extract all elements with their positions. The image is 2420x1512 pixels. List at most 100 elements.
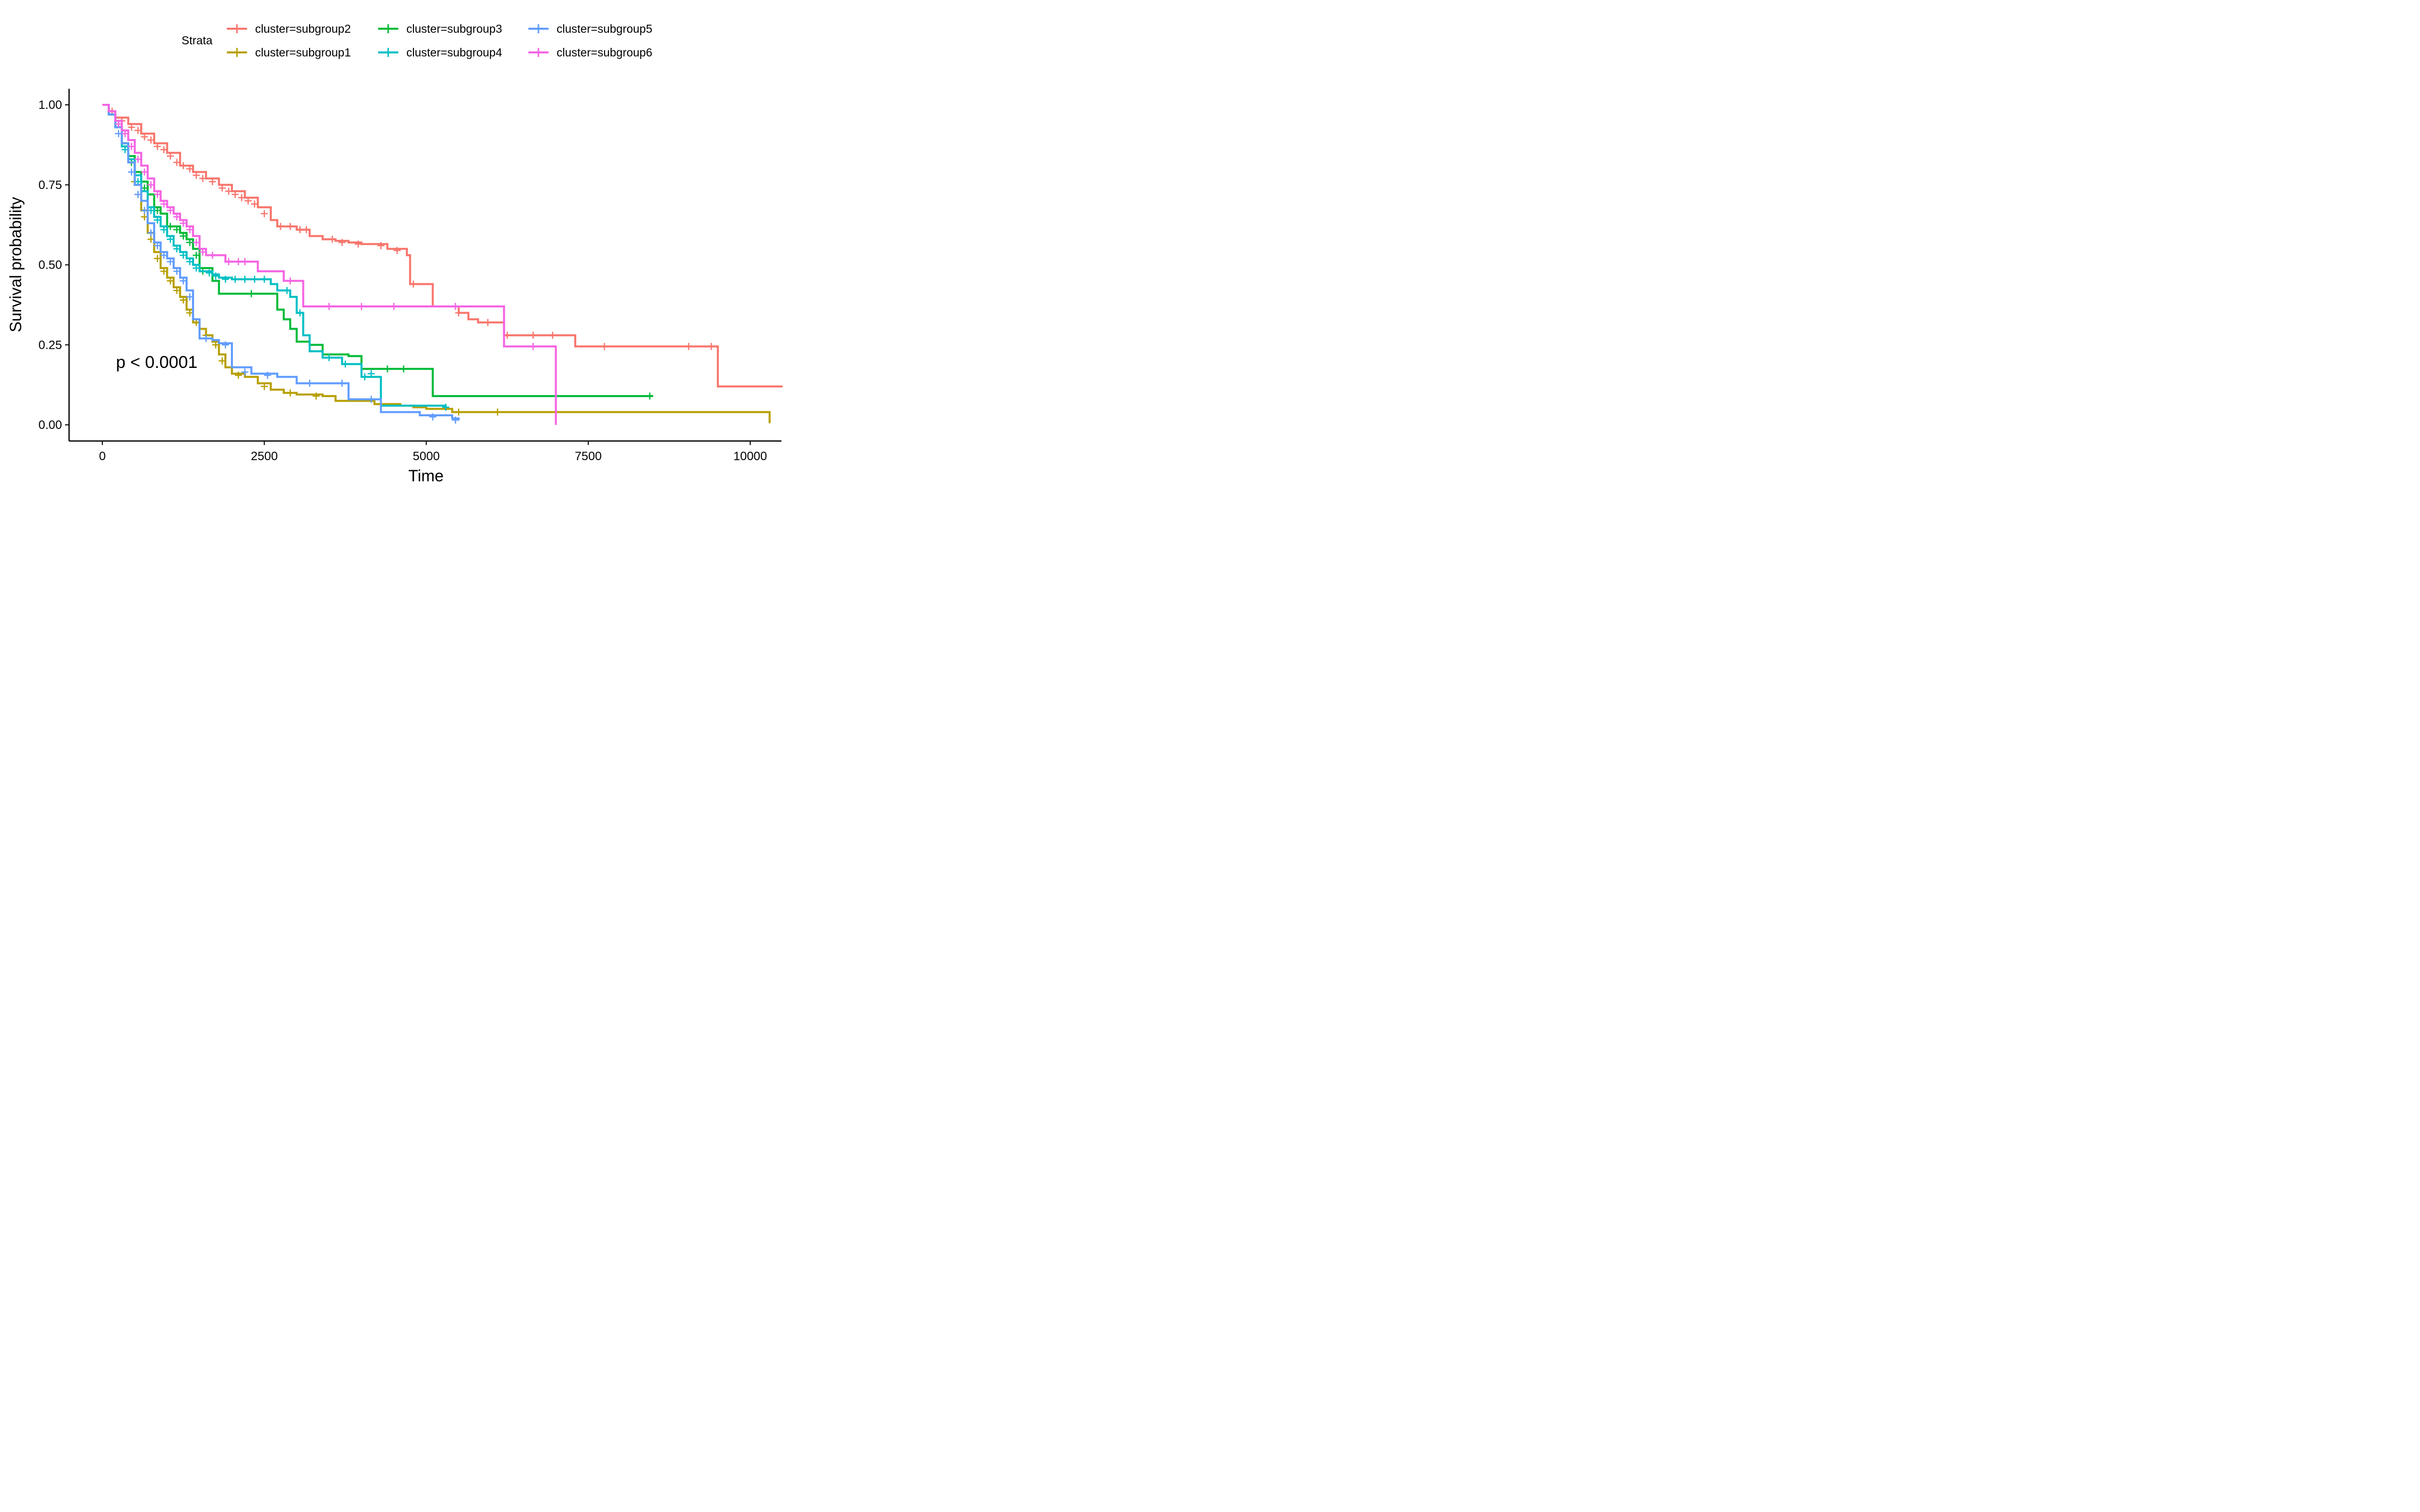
censor-mark-subgroup4 <box>206 269 213 277</box>
censor-mark-subgroup4 <box>212 272 219 280</box>
legend-item-subgroup6: cluster=subgroup6 <box>528 46 652 59</box>
censor-mark-subgroup5 <box>173 268 180 275</box>
censor-mark-subgroup4 <box>341 360 349 368</box>
censor-mark-subgroup6 <box>390 303 398 310</box>
censor-mark-subgroup1 <box>160 268 168 275</box>
censor-mark-subgroup5 <box>241 368 249 376</box>
censor-mark-subgroup5 <box>338 380 346 387</box>
censor-mark-subgroup5 <box>368 396 375 403</box>
censor-mark-subgroup2 <box>209 178 216 185</box>
censor-mark-subgroup4 <box>154 216 161 224</box>
legend-item-subgroup2: cluster=subgroup2 <box>227 22 351 35</box>
curve-subgroup5 <box>102 104 460 420</box>
censor-mark-subgroup2 <box>286 223 294 230</box>
censor-mark-subgroup2 <box>238 194 246 202</box>
censor-mark-subgroup4 <box>368 370 375 377</box>
censor-mark-subgroup5 <box>154 242 161 249</box>
censor-mark-subgroup6 <box>529 343 537 350</box>
censor-mark-subgroup2 <box>160 146 168 153</box>
censor-mark-subgroup5 <box>141 207 148 214</box>
legend-label: cluster=subgroup4 <box>406 46 502 59</box>
x-axis-title: Time <box>408 467 444 485</box>
censor-mark-subgroup3 <box>193 251 200 259</box>
censor-mark-subgroup1 <box>154 255 161 262</box>
censor-mark-subgroup2 <box>393 246 401 254</box>
censor-mark-subgroup2 <box>329 235 336 243</box>
censor-mark-subgroup5 <box>134 191 142 198</box>
legend-label: cluster=subgroup6 <box>557 46 652 59</box>
censor-mark-subgroup4 <box>222 276 229 283</box>
y-axis-title: Survival probability <box>7 197 25 333</box>
censor-mark-subgroup5 <box>222 341 229 349</box>
censor-mark-subgroup4 <box>296 309 304 317</box>
censor-mark-subgroup2 <box>707 343 715 350</box>
censor-mark-subgroup1 <box>218 357 226 364</box>
legend-item-subgroup5: cluster=subgroup5 <box>528 22 652 35</box>
censor-mark-subgroup4 <box>173 245 180 253</box>
censor-mark-subgroup5 <box>128 168 135 176</box>
x-tick-label: 2500 <box>251 450 278 463</box>
y-tick-label: 0.00 <box>38 418 62 432</box>
censor-mark-subgroup3 <box>646 392 653 400</box>
survival-curves <box>102 104 783 425</box>
censor-mark-subgroup6 <box>452 303 459 310</box>
y-tick-label: 1.00 <box>38 98 62 112</box>
censor-mark-subgroup2 <box>154 143 161 150</box>
censor-mark-subgroup3 <box>384 365 391 372</box>
axes: 0 2500 5000 7500 10000 0.00 0.25 0.50 0.75 1.00 <box>38 89 781 463</box>
censor-mark-subgroup1 <box>494 408 501 416</box>
y-tick-label: 0.50 <box>38 259 62 272</box>
censor-mark-subgroup6 <box>166 207 174 214</box>
censor-mark-subgroup1 <box>166 277 174 285</box>
censor-mark-subgroup6 <box>121 130 129 138</box>
x-tick-label: 0 <box>99 450 105 463</box>
censor-mark-subgroup2 <box>179 162 187 169</box>
p-value-annotation: p < 0.0001 <box>116 353 198 372</box>
censor-mark-subgroup5 <box>452 416 459 424</box>
legend-label: cluster=subgroup1 <box>255 46 351 59</box>
legend-label: cluster=subgroup2 <box>255 22 351 35</box>
censor-mark-subgroup2 <box>338 239 346 246</box>
censor-mark-subgroup6 <box>179 219 187 227</box>
censor-mark-subgroup6 <box>241 258 249 266</box>
censor-mark-subgroup6 <box>173 213 180 221</box>
censor-mark-subgroup2 <box>302 226 310 233</box>
censor-mark-subgroup4 <box>325 354 333 361</box>
y-tick-label: 0.25 <box>38 338 62 352</box>
curve-subgroup2 <box>102 104 783 388</box>
censor-mark-subgroup2 <box>484 319 492 326</box>
censor-mark-subgroup1 <box>234 371 242 379</box>
censor-mark-subgroup6 <box>286 277 294 285</box>
censor-mark-subgroup4 <box>179 251 187 259</box>
censor-mark-subgroup2 <box>186 165 194 172</box>
censor-mark-subgroup2 <box>134 127 142 134</box>
censor-mark-subgroup2 <box>354 240 362 248</box>
censor-mark-subgroup5 <box>115 130 123 138</box>
censor-mark-subgroup2 <box>251 200 258 208</box>
censor-mark-subgroup2 <box>199 175 207 182</box>
censor-mark-subgroup1 <box>286 389 294 397</box>
censor-mark-subgroup6 <box>193 239 200 246</box>
censor-mark-subgroup6 <box>134 155 142 163</box>
censor-mark-subgroup4 <box>186 258 194 266</box>
censor-mark-subgroup2 <box>685 343 692 350</box>
censor-mark-subgroup6 <box>128 143 135 150</box>
censor-mark-subgroup4 <box>251 276 258 283</box>
censor-mark-subgroup5 <box>264 371 271 379</box>
legend-item-subgroup4: cluster=subgroup4 <box>378 46 502 59</box>
censor-mark-subgroup5 <box>202 335 210 342</box>
censor-mark-subgroup4 <box>442 404 450 411</box>
censor-mark-subgroup6 <box>141 168 148 176</box>
legend-label: cluster=subgroup3 <box>406 22 502 35</box>
censor-mark-subgroup6 <box>325 303 333 310</box>
censor-mark-subgroup2 <box>261 210 268 217</box>
censor-mark-subgroup2 <box>600 343 608 350</box>
censor-mark-subgroup4 <box>241 276 249 283</box>
censor-mark-subgroup4 <box>160 226 168 233</box>
x-tick-label: 7500 <box>575 450 601 463</box>
censor-mark-subgroup4 <box>261 276 268 283</box>
x-tick-label: 10000 <box>734 450 767 463</box>
censor-mark-subgroup3 <box>179 232 187 240</box>
legend-label: cluster=subgroup5 <box>557 22 652 35</box>
censor-mark-subgroup2 <box>409 280 417 288</box>
